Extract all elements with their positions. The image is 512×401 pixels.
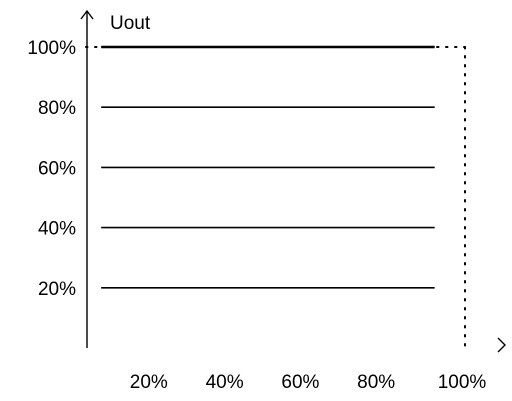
y-tick-label: 100% [27, 38, 76, 59]
y-axis-arrow-icon [80, 9, 94, 20]
x-tick-label: 20% [130, 372, 168, 393]
axes: Uout [80, 9, 506, 353]
x-tick-label: 100% [438, 372, 487, 393]
x-tick-labels: 20% 40% 60% 80% 100% [130, 372, 487, 393]
reference-lines [85, 46, 466, 349]
x-tick-label: 60% [281, 372, 319, 393]
y-tick-label: 40% [38, 219, 76, 240]
x-axis-arrow-icon [497, 337, 506, 353]
x-tick-label: 40% [206, 372, 244, 393]
y-axis-label: Uout [110, 13, 151, 34]
x-tick-label: 80% [357, 372, 395, 393]
y-tick-label: 20% [38, 279, 76, 300]
level-lines [101, 45, 435, 289]
y-tick-labels: 20% 40% 60% 80% 100% [27, 38, 76, 300]
y-tick-label: 80% [38, 98, 76, 119]
y-tick-label: 60% [38, 158, 76, 179]
